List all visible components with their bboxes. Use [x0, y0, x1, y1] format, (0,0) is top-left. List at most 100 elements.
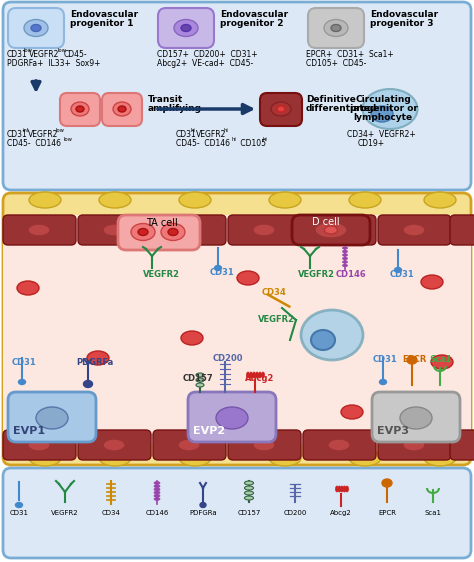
Ellipse shape [269, 192, 301, 208]
FancyBboxPatch shape [8, 8, 64, 48]
Text: Definitive: Definitive [306, 95, 356, 104]
Ellipse shape [246, 372, 249, 378]
FancyBboxPatch shape [372, 392, 460, 442]
Text: CD200: CD200 [213, 354, 244, 363]
Text: VEGFR2: VEGFR2 [51, 510, 79, 516]
Ellipse shape [324, 20, 348, 37]
Ellipse shape [196, 383, 204, 387]
Ellipse shape [245, 496, 254, 500]
Ellipse shape [371, 106, 393, 122]
Ellipse shape [154, 482, 160, 484]
Ellipse shape [196, 378, 204, 382]
Ellipse shape [262, 372, 264, 378]
Ellipse shape [161, 224, 185, 241]
Text: VEGFR2: VEGFR2 [143, 270, 180, 279]
Ellipse shape [245, 481, 254, 485]
Ellipse shape [28, 224, 50, 236]
Text: CD19+: CD19+ [358, 139, 385, 148]
Text: lymphocyte: lymphocyte [353, 113, 412, 122]
Ellipse shape [216, 407, 248, 429]
Ellipse shape [215, 265, 221, 270]
Ellipse shape [29, 450, 61, 466]
Ellipse shape [178, 224, 200, 236]
Ellipse shape [196, 373, 204, 377]
Ellipse shape [343, 486, 346, 492]
Ellipse shape [168, 229, 178, 235]
Ellipse shape [200, 502, 206, 507]
Text: hi: hi [224, 128, 229, 133]
Ellipse shape [301, 310, 363, 360]
Ellipse shape [343, 247, 347, 250]
FancyBboxPatch shape [118, 215, 200, 250]
Text: EPCR: EPCR [402, 355, 427, 364]
Text: CD200: CD200 [283, 510, 307, 516]
Ellipse shape [253, 372, 255, 378]
FancyBboxPatch shape [292, 215, 370, 245]
Text: CD31: CD31 [7, 50, 28, 59]
Ellipse shape [24, 20, 48, 37]
Ellipse shape [328, 439, 350, 451]
Text: CD146: CD146 [146, 510, 169, 516]
Text: Circulating: Circulating [356, 95, 412, 104]
Ellipse shape [18, 379, 26, 384]
Text: progenitor 1: progenitor 1 [70, 19, 134, 28]
FancyBboxPatch shape [102, 93, 142, 126]
Text: low: low [56, 128, 65, 133]
Ellipse shape [255, 372, 258, 378]
Ellipse shape [343, 264, 347, 267]
FancyBboxPatch shape [450, 215, 474, 245]
Text: VEGFR2: VEGFR2 [29, 50, 59, 59]
Ellipse shape [36, 407, 68, 429]
Ellipse shape [154, 485, 160, 488]
Text: CD105+  CD45-: CD105+ CD45- [306, 59, 366, 68]
FancyBboxPatch shape [308, 8, 364, 48]
Ellipse shape [315, 222, 347, 238]
Text: PDFGRa: PDFGRa [189, 510, 217, 516]
FancyBboxPatch shape [228, 215, 301, 245]
Text: int: int [22, 128, 29, 133]
FancyBboxPatch shape [153, 215, 226, 245]
FancyBboxPatch shape [188, 392, 276, 442]
Ellipse shape [338, 486, 341, 492]
Ellipse shape [311, 330, 335, 350]
Ellipse shape [181, 331, 203, 345]
Ellipse shape [181, 25, 191, 31]
Ellipse shape [258, 372, 262, 378]
Text: Sca1: Sca1 [425, 510, 441, 516]
Text: CD45-  CD146: CD45- CD146 [176, 139, 230, 148]
FancyBboxPatch shape [378, 215, 451, 245]
FancyBboxPatch shape [78, 430, 151, 460]
FancyBboxPatch shape [228, 430, 301, 460]
FancyBboxPatch shape [378, 430, 451, 460]
Ellipse shape [363, 89, 418, 129]
Text: EPCR+  CD31+  Sca1+: EPCR+ CD31+ Sca1+ [306, 50, 394, 59]
Ellipse shape [343, 250, 347, 253]
FancyBboxPatch shape [60, 93, 100, 126]
Ellipse shape [400, 407, 432, 429]
Text: Abcg2: Abcg2 [330, 510, 352, 516]
FancyBboxPatch shape [3, 430, 76, 460]
Ellipse shape [154, 488, 160, 491]
Ellipse shape [36, 411, 58, 425]
Text: EVP1: EVP1 [13, 426, 45, 436]
Text: CD31: CD31 [210, 268, 235, 277]
Ellipse shape [380, 379, 386, 384]
Ellipse shape [349, 450, 381, 466]
Ellipse shape [328, 224, 350, 236]
Ellipse shape [178, 439, 200, 451]
Ellipse shape [131, 224, 155, 241]
FancyBboxPatch shape [3, 215, 471, 445]
Ellipse shape [424, 192, 456, 208]
Ellipse shape [87, 351, 109, 365]
Ellipse shape [331, 25, 341, 31]
Ellipse shape [179, 192, 211, 208]
Text: progenitor 2: progenitor 2 [220, 19, 283, 28]
Ellipse shape [382, 479, 392, 487]
Ellipse shape [179, 450, 211, 466]
Text: EVP3: EVP3 [377, 426, 409, 436]
Ellipse shape [249, 372, 253, 378]
Text: progenitor or: progenitor or [350, 104, 418, 113]
Text: Abcg2+  VE-cad+  CD45-: Abcg2+ VE-cad+ CD45- [157, 59, 253, 68]
Ellipse shape [253, 439, 275, 451]
Text: CD45-  CD146: CD45- CD146 [7, 139, 61, 148]
